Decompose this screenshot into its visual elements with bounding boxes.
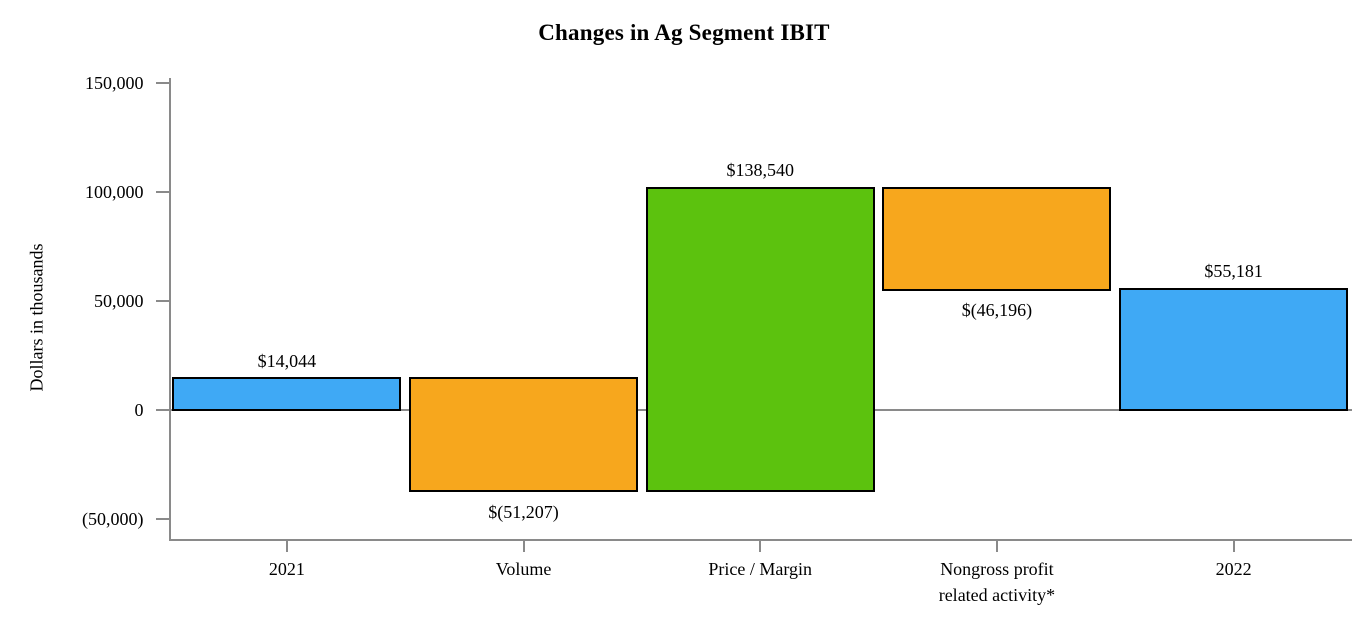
x-tick-label: 2021 <box>268 559 305 579</box>
x-tick <box>995 540 998 552</box>
y-tick <box>155 408 169 411</box>
y-tick <box>155 81 169 84</box>
bar-2 <box>409 377 639 492</box>
x-tick-label: 2022 <box>1215 559 1252 579</box>
bar-5 <box>1119 287 1349 411</box>
chart-title: Changes in Ag Segment IBIT <box>538 20 830 45</box>
x-tick <box>285 540 288 552</box>
y-tick-label: 150,000 <box>85 72 144 93</box>
y-axis-line <box>168 77 171 541</box>
bar-4 <box>882 186 1112 291</box>
bar-value-label: $(51,207) <box>488 501 559 522</box>
y-tick <box>155 299 169 302</box>
x-tick <box>759 540 762 552</box>
x-tick-label: Price / Margin <box>708 559 813 579</box>
bar-3 <box>645 186 875 492</box>
y-axis-title: Dollars in thousands <box>26 243 47 392</box>
y-tick <box>155 190 169 193</box>
x-tick-label: Volume <box>495 559 552 579</box>
bar-value-label: $138,540 <box>726 160 795 181</box>
bar-value-label: $55,181 <box>1204 261 1263 282</box>
x-axis-line <box>168 538 1352 541</box>
x-tick <box>1232 540 1235 552</box>
y-tick-label: 0 <box>134 399 144 420</box>
y-tick-label: 50,000 <box>94 290 144 311</box>
x-tick-label: Nongross profit related activity* <box>938 559 1056 605</box>
bar-value-label: $14,044 <box>257 350 317 371</box>
bar-value-label: $(46,196) <box>961 300 1033 321</box>
bar-1 <box>172 377 402 411</box>
y-tick <box>155 517 169 520</box>
y-tick-label: 100,000 <box>85 181 144 202</box>
y-tick-label: (50,000) <box>82 508 144 529</box>
x-tick <box>522 540 525 552</box>
